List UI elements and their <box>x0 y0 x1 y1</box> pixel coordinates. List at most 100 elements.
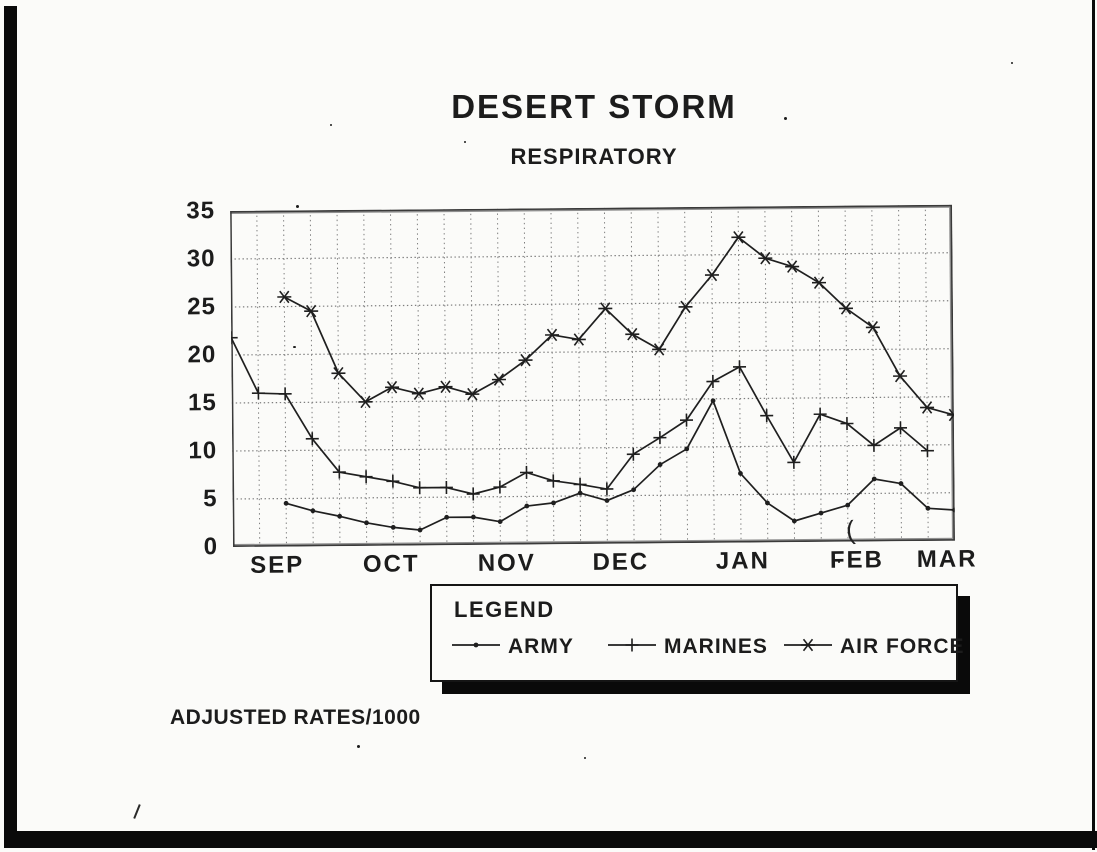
gridline-vertical <box>284 211 287 547</box>
data-point-plus <box>252 387 265 400</box>
data-point-dot <box>474 643 479 648</box>
data-point-dot <box>819 511 824 516</box>
data-point-plus <box>547 474 560 487</box>
y-axis-tick-label: 10 <box>129 438 217 465</box>
data-point-plus <box>574 478 587 491</box>
gridline-vertical <box>524 208 527 544</box>
data-point-dot <box>738 471 743 476</box>
y-axis-tick-label: 25 <box>128 294 216 321</box>
legend-heading: LEGEND <box>454 597 555 623</box>
scan-speckle <box>1011 62 1013 64</box>
gridline-vertical <box>391 210 394 546</box>
data-point-asterisk <box>893 370 907 382</box>
y-axis-tick-label: 15 <box>129 390 217 417</box>
data-point-asterisk <box>652 343 666 355</box>
data-point-dot <box>872 477 877 482</box>
gridline-vertical <box>337 210 340 546</box>
legend-label-air-force: AIR FORCE <box>840 635 965 659</box>
x-axis-month-label: JAN <box>688 547 798 576</box>
data-point-plus <box>733 360 746 373</box>
x-axis-month-label: OCT <box>336 550 446 579</box>
legend-entry-army: ARMY <box>450 632 600 662</box>
gridline-horizontal <box>230 253 952 259</box>
x-axis-month-label: SEP <box>222 551 332 580</box>
data-point-plus <box>279 387 292 400</box>
data-point-plus <box>680 414 693 427</box>
gridline-horizontal <box>231 349 953 355</box>
data-point-dot <box>605 498 610 503</box>
gridline-horizontal <box>233 493 955 499</box>
data-point-dot <box>364 520 369 525</box>
data-point-plus <box>520 466 533 479</box>
gridline-vertical <box>444 209 447 545</box>
data-point-dot <box>899 481 904 486</box>
scan-speckle <box>464 141 466 143</box>
scan-speckle <box>296 205 299 208</box>
y-axis-tick-label: 5 <box>129 486 217 513</box>
data-point-plus <box>413 481 426 494</box>
scan-speckle <box>293 346 296 348</box>
data-point-asterisk <box>785 261 799 273</box>
scan-speckle <box>784 117 787 120</box>
data-point-dot <box>765 501 770 506</box>
legend-label-army: ARMY <box>508 635 574 659</box>
data-point-plus <box>626 639 639 652</box>
series-marines <box>230 325 934 503</box>
footnote-adjusted-rates: ADJUSTED RATES/1000 <box>170 706 421 730</box>
y-axis-tick-label: 0 <box>130 534 218 561</box>
x-axis-month-label: DEC <box>566 548 676 577</box>
plot-border <box>231 206 954 547</box>
data-point-dot <box>845 503 850 508</box>
data-point-plus <box>814 408 827 421</box>
gridline-vertical <box>738 207 741 543</box>
gridline-vertical <box>925 205 928 541</box>
chart-plot-area <box>230 205 955 547</box>
y-axis-tick-label: 20 <box>128 342 216 369</box>
data-point-dot <box>310 508 315 513</box>
data-point-plus <box>653 431 666 444</box>
data-point-asterisk <box>465 388 479 400</box>
scan-speckle <box>330 124 332 126</box>
data-point-plus <box>760 409 773 422</box>
y-axis-tick-label: 35 <box>127 198 215 225</box>
chart-canvas <box>230 205 955 547</box>
legend-box: LEGEND ARMY MARINES AIR FORCE <box>430 584 958 682</box>
x-axis-month-label: NOV <box>452 549 562 578</box>
gridline-vertical <box>845 206 848 542</box>
gridline-vertical <box>818 206 821 542</box>
gridline-vertical <box>551 208 554 544</box>
series-air-force <box>277 230 955 427</box>
gridline-vertical <box>310 210 313 546</box>
data-point-plus <box>360 470 373 483</box>
gridline-horizontal <box>232 445 954 451</box>
series-army <box>283 396 955 533</box>
data-point-dot <box>391 525 396 530</box>
data-point-asterisk <box>801 639 815 651</box>
data-point-dot <box>498 519 503 524</box>
data-point-dot <box>711 398 716 403</box>
gridline-vertical <box>658 207 661 543</box>
scan-speckle <box>838 561 840 563</box>
data-point-plus <box>386 475 399 488</box>
y-axis-tick-label: 30 <box>127 246 215 273</box>
gridline-vertical <box>872 205 875 541</box>
gridline-vertical <box>257 211 260 547</box>
data-point-asterisk <box>678 301 692 313</box>
data-point-plus <box>627 448 640 461</box>
data-point-dot <box>337 514 342 519</box>
gridline-vertical <box>631 208 634 544</box>
data-point-dot <box>444 515 449 520</box>
data-point-plus <box>600 482 613 495</box>
gridline-horizontal <box>232 397 954 403</box>
data-point-plus <box>787 456 800 469</box>
legend-entry-air-force: AIR FORCE <box>782 632 952 662</box>
series-line <box>285 399 955 532</box>
gridline-vertical <box>417 209 420 545</box>
data-point-plus <box>493 481 506 494</box>
data-point-dot <box>578 491 583 496</box>
marines-line-sample-icon <box>606 634 658 656</box>
gridline-vertical <box>711 207 714 543</box>
data-point-dot <box>551 501 556 506</box>
